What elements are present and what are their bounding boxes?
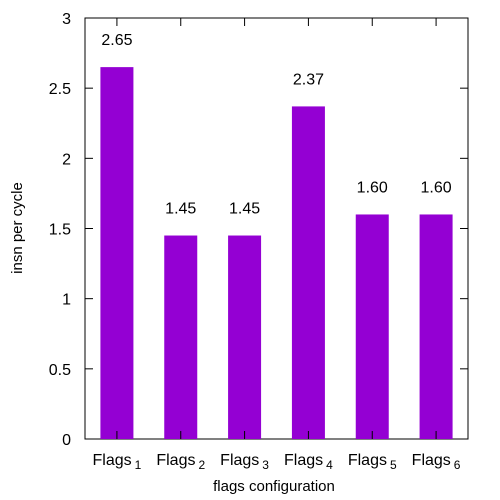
y-tick-label: 1.5 [49,222,71,239]
data-label: 1.60 [357,179,388,196]
data-label: 2.37 [293,71,324,88]
x-tick-label-subscript: 3 [262,458,269,472]
y-axis: 0 0.5 1 1.5 2 2.5 3 [49,11,468,449]
bar [228,235,262,439]
x-tick-label-subscript: 6 [454,458,461,472]
x-axis-label: flags configuration [213,478,335,495]
x-tick-label-base: Flags [93,452,132,469]
x-tick-label: Flags 2 [156,452,205,472]
data-label: 1.45 [229,201,260,218]
y-tick-label: 3 [62,11,71,28]
y-tick-label: 0.5 [49,362,71,379]
y-axis-label: insn per cycle [9,182,26,274]
x-tick-label-subscript: 1 [135,458,142,472]
bar [164,235,198,439]
bar [419,214,453,439]
data-label: 1.60 [421,179,452,196]
y-tick-label: 2 [62,151,71,168]
x-tick-label: Flags 1 [93,452,142,472]
x-tick-label-subscript: 2 [198,458,205,472]
x-tick-label-base: Flags [348,452,387,469]
data-labels: 2.65 1.45 1.45 2.37 1.60 1.60 [101,32,451,217]
x-axis: Flags 1 Flags 2 Flags 3 Flags 4 Flags 5 Flags 6 [93,18,461,472]
bar [100,67,134,439]
bar [291,106,325,439]
data-label: 1.45 [165,201,196,218]
x-tick-label-base: Flags [220,452,259,469]
bar [355,214,389,439]
y-tick-label: 1 [62,292,71,309]
x-tick-label-subscript: 4 [326,458,333,472]
x-tick-label: Flags 6 [412,452,461,472]
x-tick-label-base: Flags [412,452,451,469]
x-tick-label-base: Flags [156,452,195,469]
x-tick-label: Flags 5 [348,452,397,472]
y-tick-label: 2.5 [49,81,71,98]
x-tick-label: Flags 3 [220,452,269,472]
plot-frame [84,17,469,440]
data-label: 2.65 [101,32,132,49]
x-tick-label-subscript: 5 [390,458,397,472]
x-tick-label: Flags 4 [284,452,333,472]
y-tick-label: 0 [62,432,71,449]
bars [100,67,453,439]
x-tick-label-base: Flags [284,452,323,469]
